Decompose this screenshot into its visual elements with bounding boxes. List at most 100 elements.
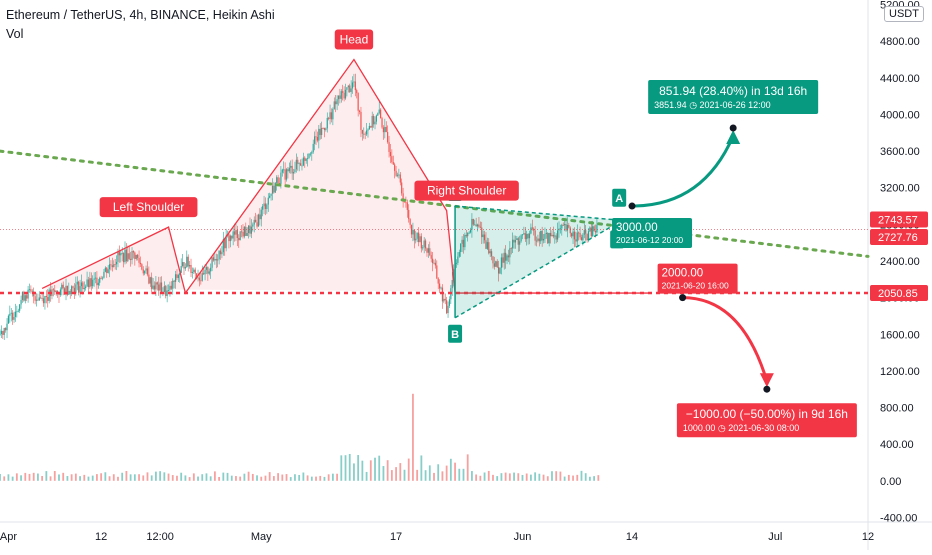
candle-body xyxy=(308,153,310,158)
candle-body xyxy=(41,298,43,300)
volume-bar xyxy=(306,475,309,481)
candle-body xyxy=(337,95,340,100)
volume-bar xyxy=(268,472,271,481)
candle-body xyxy=(252,224,254,227)
candle-body xyxy=(298,163,300,165)
volume-bar xyxy=(361,460,364,481)
candle-body xyxy=(233,231,236,235)
candle-body xyxy=(64,288,66,295)
candle-body xyxy=(217,259,219,261)
candle-body xyxy=(572,231,574,237)
candle-body xyxy=(210,267,212,272)
candle-body xyxy=(576,232,578,242)
candle-body xyxy=(24,295,26,301)
candle-body xyxy=(424,240,427,249)
candle-body xyxy=(34,296,36,301)
candle-body xyxy=(406,202,408,210)
volume-bar xyxy=(277,473,279,481)
candle-body xyxy=(250,226,253,234)
candle-body xyxy=(556,230,559,240)
candle-body xyxy=(575,239,577,242)
candle-body xyxy=(381,118,383,128)
candle-body xyxy=(496,261,498,268)
volume-bar xyxy=(315,476,317,481)
candle-body xyxy=(540,230,542,242)
candle-body xyxy=(374,121,376,125)
candle-body xyxy=(173,280,175,282)
candle-body xyxy=(238,237,240,241)
candle-body xyxy=(16,311,18,313)
candle-body xyxy=(190,265,192,273)
candle-body xyxy=(507,255,510,258)
candle-body xyxy=(353,81,355,83)
candle-body xyxy=(257,214,260,227)
currency-button[interactable]: USDT xyxy=(884,6,924,22)
candle-body xyxy=(429,248,431,256)
triangle-point-b-label: B xyxy=(451,329,459,341)
y-tick-label: 400.00 xyxy=(880,439,914,451)
candle-body xyxy=(113,264,115,268)
volume-bar xyxy=(563,476,566,481)
candle-body xyxy=(68,290,70,295)
candle-body xyxy=(156,282,158,285)
candle-body xyxy=(72,286,74,288)
y-tick-label: 5200.00 xyxy=(880,0,920,12)
volume-bar xyxy=(209,476,212,481)
candle-body xyxy=(211,257,213,268)
candle-body xyxy=(96,277,98,286)
candle-body xyxy=(187,256,189,267)
candle-body xyxy=(486,242,488,249)
volume-bar xyxy=(449,458,452,481)
trend-line-dotted xyxy=(0,149,870,258)
candle-body xyxy=(38,297,40,301)
candle-body xyxy=(305,158,307,161)
volume-bar xyxy=(49,476,52,481)
candle-body xyxy=(371,115,373,128)
candle-body xyxy=(180,266,182,273)
candle-body xyxy=(144,270,146,274)
volume-bar xyxy=(551,471,553,481)
candle-body xyxy=(446,300,448,314)
candle-body xyxy=(111,265,113,268)
candle-body xyxy=(205,267,208,270)
candle-body xyxy=(367,129,369,131)
candle-body xyxy=(388,142,390,152)
volume-bar xyxy=(20,475,22,481)
candle-body xyxy=(208,271,210,274)
candle-body xyxy=(521,234,524,236)
candle-body xyxy=(160,282,163,294)
candle-body xyxy=(128,253,130,259)
candle-body xyxy=(350,88,352,92)
candle-body xyxy=(339,95,341,99)
candle-body xyxy=(596,224,598,233)
symbol-title[interactable]: Ethereum / TetherUS, 4h, BINANCE, Heikin… xyxy=(6,8,275,22)
candle-body xyxy=(533,228,535,231)
candle-body xyxy=(273,185,275,193)
candle-body xyxy=(21,291,24,300)
candle-body xyxy=(225,235,227,249)
candle-body xyxy=(419,236,421,243)
candle-body xyxy=(304,157,306,161)
candle-body xyxy=(169,285,171,291)
candle-body xyxy=(490,251,493,257)
candle-body xyxy=(403,201,406,203)
projection-start-dot xyxy=(628,202,636,210)
candle-body xyxy=(0,333,1,335)
right-shoulder-label: Right Shoulder xyxy=(427,184,506,198)
candle-body xyxy=(319,128,321,135)
candle-body xyxy=(44,295,46,304)
candle-body xyxy=(110,264,112,266)
x-tick-label: 17 xyxy=(390,531,402,543)
volume-bar xyxy=(133,474,136,481)
candle-body xyxy=(253,219,255,225)
candle-body xyxy=(174,274,177,282)
volume-bar xyxy=(0,473,1,481)
candle-body xyxy=(148,274,150,284)
candle-body xyxy=(580,237,583,241)
volume-legend-label[interactable]: Vol xyxy=(6,27,24,41)
volume-bar xyxy=(180,472,183,481)
candle-body xyxy=(451,279,453,289)
candle-body xyxy=(314,136,316,144)
